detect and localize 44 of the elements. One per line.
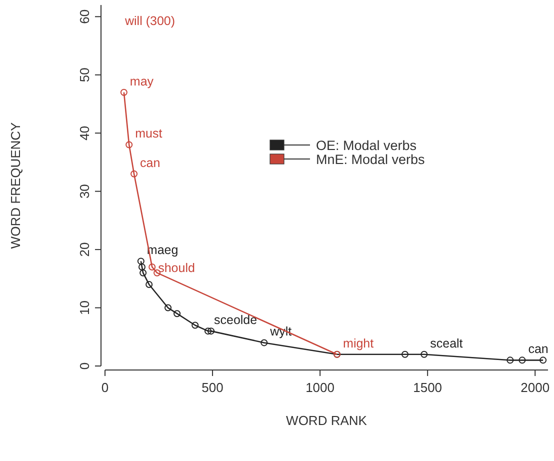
x-tick-label: 1500 <box>413 380 442 395</box>
point <box>140 269 147 276</box>
data-label: must <box>135 126 163 141</box>
y-tick-label: 50 <box>77 68 92 82</box>
point <box>138 264 146 271</box>
data-label: might <box>343 336 374 350</box>
y-tick-label: 10 <box>77 300 92 316</box>
point <box>518 356 526 364</box>
point <box>260 339 268 346</box>
x-tick-label: 500 <box>202 380 224 395</box>
point <box>204 328 212 335</box>
x-axis-title: WORD RANK <box>286 413 368 428</box>
point <box>208 328 215 335</box>
point <box>420 350 428 358</box>
data-label: can <box>528 342 548 356</box>
point <box>174 310 181 318</box>
point <box>120 88 128 96</box>
y-tick-label: 0 <box>77 362 92 370</box>
data-label: may <box>130 74 154 88</box>
point <box>137 258 144 265</box>
annotation: will (300) <box>124 14 176 28</box>
point <box>164 304 172 312</box>
point <box>192 322 199 329</box>
x-tick-label: 1000 <box>306 380 335 395</box>
legend-label: MnE: Modal verbs <box>316 152 426 167</box>
point <box>540 356 547 364</box>
point <box>126 141 133 148</box>
y-axis-title: WORD FREQUENCY <box>8 122 23 249</box>
data-label: sceolde <box>214 313 258 328</box>
x-tick-label: 0 <box>101 380 109 395</box>
point <box>146 280 153 288</box>
data-label: scealt <box>430 336 464 350</box>
y-tick-label: 60 <box>77 9 92 24</box>
data-label: can <box>140 156 160 170</box>
legend-label: OE: Modal verbs <box>316 138 417 153</box>
point <box>148 264 156 271</box>
y-tick-label: 30 <box>77 184 92 199</box>
y-tick-label: 20 <box>77 242 92 257</box>
point <box>130 170 138 178</box>
data-label: should <box>158 261 195 276</box>
y-tick-label: 40 <box>77 126 92 140</box>
x-tick-label: 2000 <box>520 380 550 395</box>
point <box>401 350 408 358</box>
point <box>506 356 514 364</box>
